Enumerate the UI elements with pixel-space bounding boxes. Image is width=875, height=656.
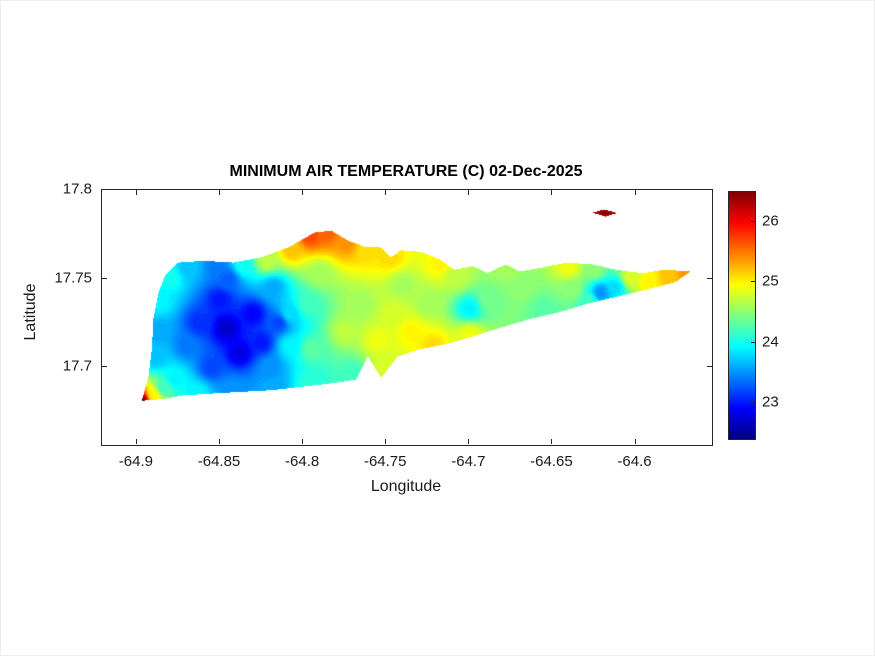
x-tick-mark [551,439,553,444]
x-tick-mark [468,190,470,195]
x-tick-label: -64.75 [363,453,407,470]
colorbar-tick-label: 23 [762,393,779,411]
y-axis-label: Latitude [22,283,39,341]
colorbar-tick-mark [751,281,755,283]
colorbar-gradient-canvas [729,192,755,439]
x-tick-label: -64.9 [118,453,153,470]
x-tick-label: -64.85 [197,453,241,470]
colorbar-tick-mark [751,221,755,223]
x-tick-mark [634,190,636,195]
colorbar-tick-label: 26 [762,212,779,230]
y-tick-label: 17.8 [62,180,92,198]
colorbar-tick-mark [751,401,755,403]
y-tick-mark [707,189,712,190]
x-tick-mark [385,439,387,444]
temperature-map-canvas [102,190,712,445]
plot-area [101,189,713,446]
x-tick-mark [468,439,470,444]
y-tick-mark [707,277,712,279]
y-tick-mark [707,366,712,368]
x-tick-label: -64.7 [451,453,486,470]
x-tick-mark [302,190,304,195]
colorbar-tick-label: 25 [762,272,779,290]
y-tick-label: 17.75 [54,269,92,287]
y-tick-label: 17.7 [62,357,92,375]
x-tick-mark [135,190,137,195]
x-tick-label: -64.6 [617,453,652,470]
colorbar-tick-mark [751,341,755,343]
x-tick-mark [302,439,304,444]
x-tick-mark [219,439,220,444]
x-tick-mark [385,190,387,195]
x-tick-mark [219,190,220,195]
x-tick-label: -64.8 [285,453,320,470]
x-tick-mark [135,439,137,444]
y-tick-mark [102,277,107,279]
chart-title: MINIMUM AIR TEMPERATURE (C) 02-Dec-2025 [229,163,583,180]
colorbar [728,191,756,440]
y-tick-mark [102,366,107,368]
x-axis-label: Longitude [370,478,442,495]
x-tick-mark [634,439,636,444]
x-tick-mark [551,190,553,195]
y-tick-mark [102,189,107,190]
colorbar-tick-label: 24 [762,333,779,351]
x-tick-label: -64.65 [530,453,573,470]
